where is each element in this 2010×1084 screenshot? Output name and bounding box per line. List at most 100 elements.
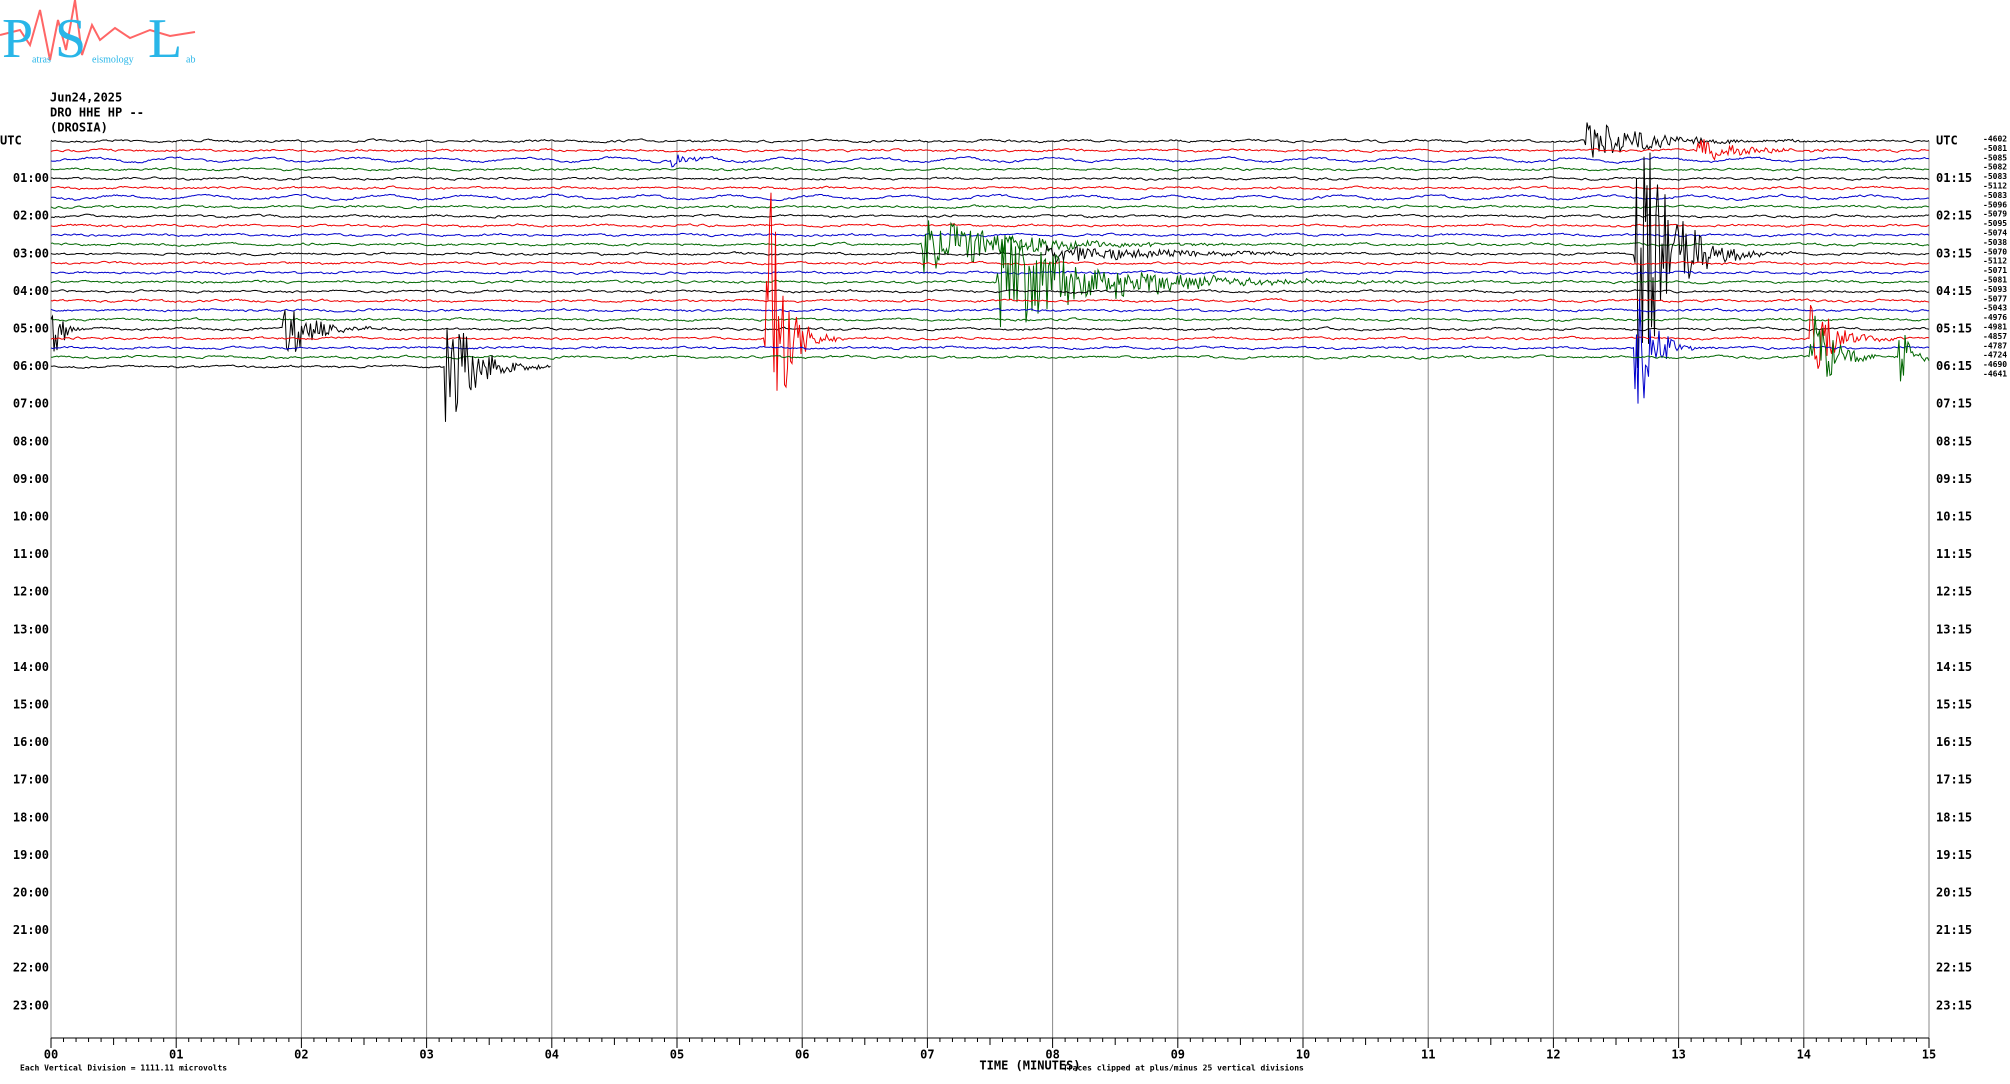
trace [50,223,1930,229]
right-time-label: 08:15 [1936,434,1972,448]
logo-l: L [148,8,182,70]
right-time-label: 23:15 [1936,998,1972,1012]
logo-wave [0,0,196,61]
trace [50,176,1930,181]
left-time-label: 08:00 [13,434,49,448]
trace [50,213,1930,219]
right-time-label: UTC [1936,134,1958,148]
trace [50,204,1930,209]
right-time-label: 01:15 [1936,171,1972,185]
left-time-label: 01:00 [13,171,49,185]
trace-offset: -5093 [1983,285,2007,294]
trace [50,122,1930,158]
trace-offset: -5082 [1983,163,2007,172]
right-time-label: 17:15 [1936,773,1972,787]
left-time-label: 21:00 [13,923,49,937]
trace-offset: -5081 [1983,144,2007,153]
trace [50,316,1930,323]
trace [50,307,1930,313]
left-time-label: 12:00 [13,585,49,599]
date: Jun24,2025 [50,91,122,105]
x-tick-label: 13 [1671,1048,1685,1062]
trace-offset: -5096 [1983,200,2007,209]
trace-offset: -4981 [1983,323,2007,332]
right-time-label: 11:15 [1936,547,1972,561]
x-tick-label: 09 [1171,1048,1185,1062]
trace [51,315,1930,382]
trace-offset: -5083 [1983,191,2007,200]
trace-offset: -5085 [1983,153,2007,162]
right-time-label: 20:15 [1936,886,1972,900]
right-time-label: 07:15 [1936,397,1972,411]
right-time-label: 14:15 [1936,660,1972,674]
trace [50,260,1930,266]
right-time-label: 09:15 [1936,472,1972,486]
trace-offset: -5070 [1983,247,2007,256]
left-time-label: 15:00 [13,698,49,712]
trace [50,269,1930,276]
x-tick-label: 04 [545,1048,559,1062]
x-tick-label: 01 [169,1048,183,1062]
x-tick-label: 06 [795,1048,809,1062]
logo-p: P [2,8,33,70]
left-time-label: 14:00 [13,660,49,674]
left-time-label: 07:00 [13,397,49,411]
left-time-label: 03:00 [13,246,49,260]
left-time-label: 22:00 [13,961,49,975]
x-tick-label: 15 [1922,1048,1936,1062]
right-time-label: 03:15 [1936,246,1972,260]
right-time-label: 19:15 [1936,848,1972,862]
trace-offset: -5038 [1983,238,2007,247]
trace-offset: -4690 [1983,360,2007,369]
right-time-label: 13:15 [1936,622,1972,636]
left-time-label: 09:00 [13,472,49,486]
trace-offset: -5074 [1983,229,2007,238]
trace-offset: -4641 [1983,370,2007,379]
left-time-label: 10:00 [13,510,49,524]
trace [50,185,1930,191]
left-time-label: UTC [0,134,22,148]
logo-sub: atras [32,54,51,65]
trace-offset: -4724 [1983,351,2007,360]
right-time-label: 10:15 [1936,510,1972,524]
left-time-label: 13:00 [13,622,49,636]
x-axis-label: TIME (MINUTES) [979,1059,1080,1073]
logo-sub: ab [186,54,195,65]
right-time-label: 18:15 [1936,810,1972,824]
trace-offset: -4602 [1983,135,2007,144]
left-time-label: 05:00 [13,322,49,336]
right-time-label: 21:15 [1936,923,1972,937]
trace-offset: -5112 [1983,182,2007,191]
trace-offset: -5081 [1983,276,2007,285]
left-time-label: 23:00 [13,998,49,1012]
trace [50,192,1930,391]
x-tick-label: 05 [670,1048,684,1062]
right-time-label: 05:15 [1936,322,1972,336]
trace [50,289,1930,294]
trace [50,298,1930,404]
right-time-label: 15:15 [1936,698,1972,712]
x-tick-label: 11 [1421,1048,1435,1062]
left-time-label: 16:00 [13,735,49,749]
x-tick-label: 10 [1296,1048,1310,1062]
trace-offset: -4857 [1983,332,2007,341]
trace-offset: -5079 [1983,210,2007,219]
trace [50,220,1930,274]
left-time-label: 18:00 [13,810,49,824]
right-time-label: 22:15 [1936,961,1972,975]
x-tick-label: 02 [294,1048,308,1062]
trace [50,152,1930,369]
trace [50,310,1930,353]
right-time-label: 16:15 [1936,735,1972,749]
right-time-label: 12:15 [1936,585,1972,599]
right-time-label: 04:15 [1936,284,1972,298]
left-time-label: 02:00 [13,209,49,223]
trace [50,234,1930,328]
trace-offset: -5095 [1983,219,2007,228]
logo-s: S [55,8,86,70]
left-time-label: 20:00 [13,886,49,900]
x-tick-label: 12 [1546,1048,1560,1062]
trace-offset: -5112 [1983,257,2007,266]
footer-right: Traces clipped at plus/minus 25 vertical… [1063,1063,1304,1073]
